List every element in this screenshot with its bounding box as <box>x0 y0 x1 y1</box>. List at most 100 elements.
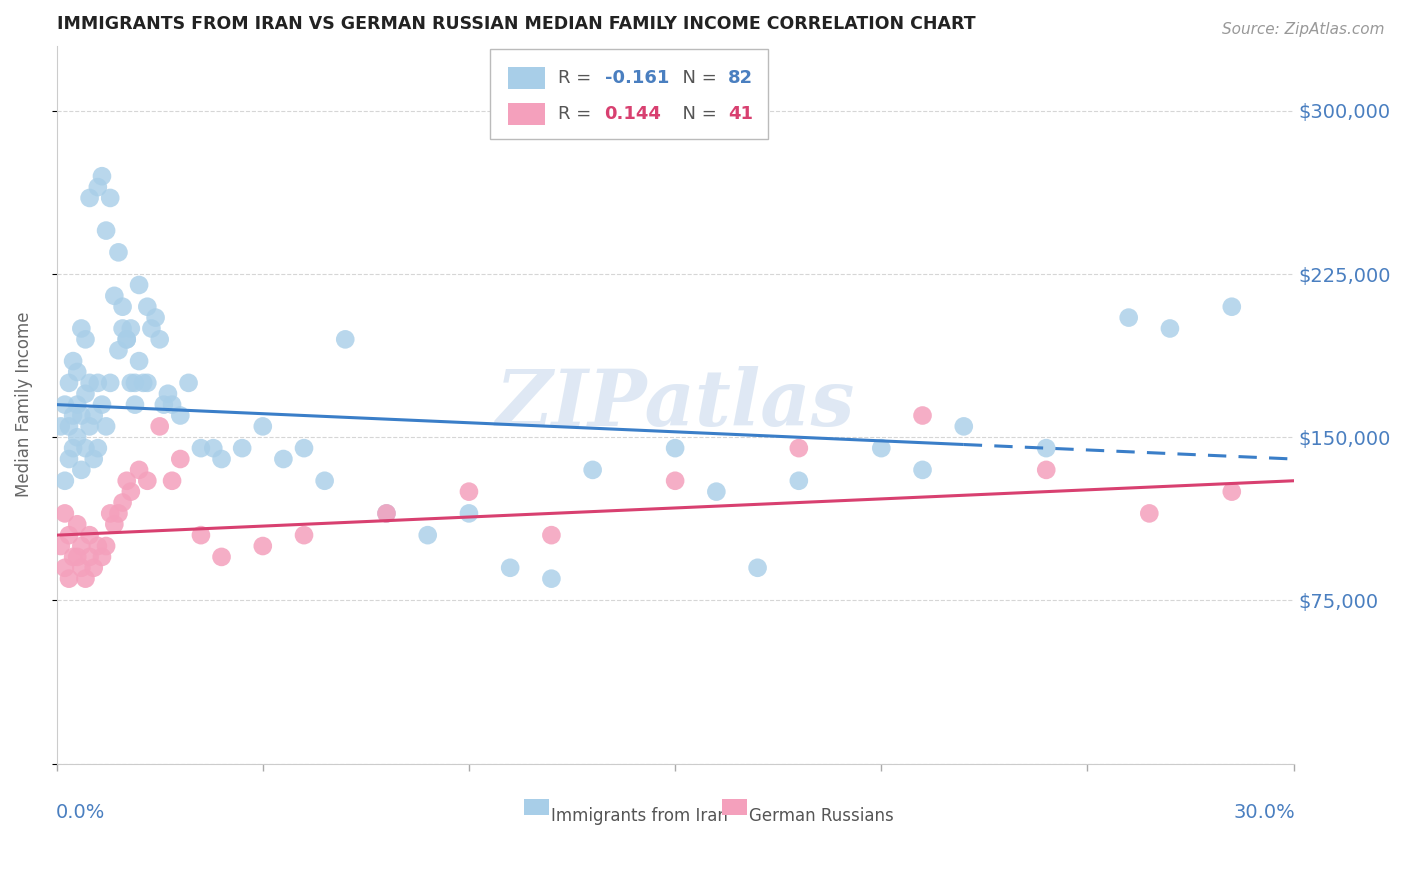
Point <box>952 419 974 434</box>
Point <box>49 539 72 553</box>
Point <box>49 419 72 434</box>
FancyBboxPatch shape <box>508 67 546 88</box>
Point <box>79 376 101 390</box>
Text: German Russians: German Russians <box>749 807 894 825</box>
Point <box>115 332 138 346</box>
Point <box>62 354 84 368</box>
Point <box>149 419 172 434</box>
Point <box>79 549 101 564</box>
Text: 0.144: 0.144 <box>605 105 661 123</box>
Point <box>53 561 76 575</box>
Point <box>83 452 105 467</box>
Point <box>190 441 212 455</box>
FancyBboxPatch shape <box>524 799 548 815</box>
Point <box>98 191 121 205</box>
Point <box>156 386 179 401</box>
Point <box>177 376 200 390</box>
FancyBboxPatch shape <box>489 49 768 139</box>
Point <box>1137 507 1160 521</box>
Point <box>1118 310 1140 325</box>
Point <box>98 507 121 521</box>
Point <box>458 484 481 499</box>
Point <box>66 365 89 379</box>
Point <box>53 474 76 488</box>
Point <box>128 277 150 292</box>
Text: 41: 41 <box>728 105 754 123</box>
Point <box>107 245 129 260</box>
Point <box>169 452 191 467</box>
Point <box>787 474 810 488</box>
Point <box>540 572 562 586</box>
Point <box>87 180 110 194</box>
Point <box>120 484 142 499</box>
Point <box>664 441 686 455</box>
Point <box>66 517 89 532</box>
Point <box>153 398 176 412</box>
Point <box>252 539 274 553</box>
Point <box>273 452 295 467</box>
Point <box>416 528 439 542</box>
Point <box>70 409 93 423</box>
Point <box>145 310 167 325</box>
Point <box>211 549 233 564</box>
Point <box>75 386 97 401</box>
Point <box>292 528 315 542</box>
Point <box>128 354 150 368</box>
FancyBboxPatch shape <box>508 103 546 125</box>
Point <box>83 561 105 575</box>
Point <box>58 572 80 586</box>
Text: ZIPatlas: ZIPatlas <box>495 367 855 442</box>
Point <box>79 528 101 542</box>
Point <box>79 191 101 205</box>
Point <box>98 376 121 390</box>
Point <box>128 463 150 477</box>
Point <box>103 289 125 303</box>
Point <box>58 419 80 434</box>
Point <box>1035 441 1057 455</box>
Point <box>747 561 769 575</box>
Point <box>115 474 138 488</box>
Point <box>132 376 155 390</box>
Point <box>70 561 93 575</box>
Point <box>70 463 93 477</box>
Point <box>107 507 129 521</box>
Text: Source: ZipAtlas.com: Source: ZipAtlas.com <box>1222 22 1385 37</box>
Point <box>79 419 101 434</box>
Point <box>190 528 212 542</box>
Point <box>58 452 80 467</box>
Point <box>111 495 134 509</box>
Point <box>136 474 159 488</box>
Point <box>1220 300 1243 314</box>
Point <box>62 549 84 564</box>
Y-axis label: Median Family Income: Median Family Income <box>15 312 32 498</box>
Point <box>107 343 129 358</box>
Point <box>83 409 105 423</box>
Text: Immigrants from Iran: Immigrants from Iran <box>551 807 728 825</box>
Text: -0.161: -0.161 <box>605 69 669 87</box>
Text: 30.0%: 30.0% <box>1233 803 1295 822</box>
Point <box>66 398 89 412</box>
Point <box>160 474 183 488</box>
Point <box>582 463 605 477</box>
Point <box>70 321 93 335</box>
Point <box>540 528 562 542</box>
FancyBboxPatch shape <box>723 799 747 815</box>
Point <box>124 398 146 412</box>
Point <box>202 441 225 455</box>
Point <box>136 376 159 390</box>
Point <box>75 572 97 586</box>
Point <box>66 430 89 444</box>
Point <box>211 452 233 467</box>
Point <box>911 463 934 477</box>
Point <box>91 398 114 412</box>
Text: R =: R = <box>558 69 596 87</box>
Point <box>1035 463 1057 477</box>
Point <box>53 507 76 521</box>
Point <box>375 507 398 521</box>
Point <box>58 376 80 390</box>
Point <box>787 441 810 455</box>
Point <box>706 484 728 499</box>
Point <box>1159 321 1181 335</box>
Point <box>141 321 163 335</box>
Point <box>499 561 522 575</box>
